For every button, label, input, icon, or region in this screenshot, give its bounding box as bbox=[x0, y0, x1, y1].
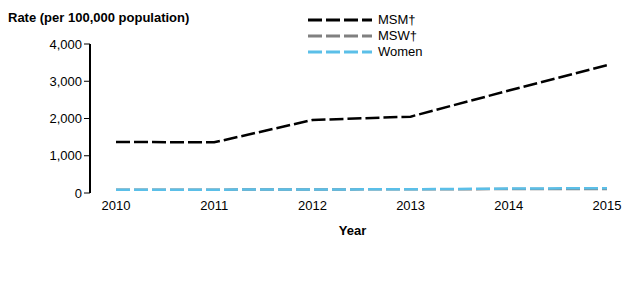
svg-text:2010: 2010 bbox=[102, 198, 131, 213]
html-text:Rate (per 100,000 population): Rate (per 100,000 population) bbox=[8, 10, 190, 25]
svg-text:3,000: 3,000 bbox=[49, 74, 82, 89]
svg-text:2012: 2012 bbox=[298, 198, 327, 213]
svg-text:1,000: 1,000 bbox=[49, 148, 82, 163]
svg-text:4,000: 4,000 bbox=[49, 37, 82, 52]
html-text:MSM†: MSM† bbox=[378, 12, 416, 27]
svg-text:Year: Year bbox=[339, 223, 366, 238]
svg-text:2014: 2014 bbox=[494, 198, 523, 213]
svg-text:2015: 2015 bbox=[593, 198, 622, 213]
html-text:MSW†: MSW† bbox=[378, 28, 417, 43]
svg-text:2,000: 2,000 bbox=[49, 111, 82, 126]
svg-text:2011: 2011 bbox=[200, 198, 228, 213]
svg-text:0: 0 bbox=[75, 186, 82, 201]
svg-text:2013: 2013 bbox=[396, 198, 425, 213]
html-text:Women: Women bbox=[378, 44, 423, 59]
